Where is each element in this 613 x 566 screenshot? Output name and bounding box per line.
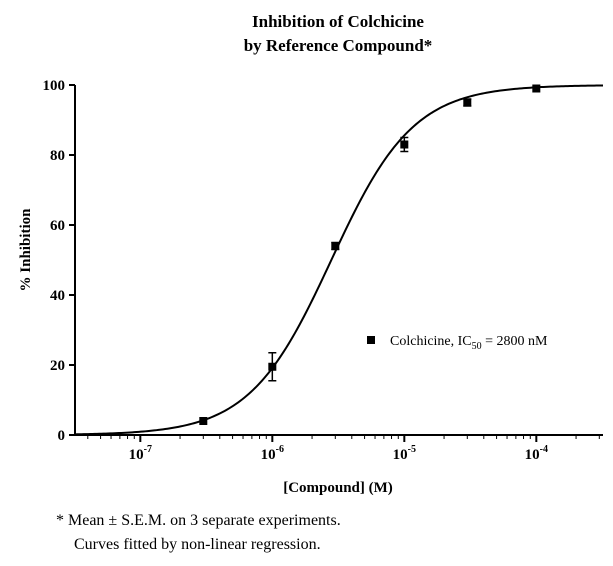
data-point — [199, 417, 208, 425]
x-tick-label-base: 10 — [393, 447, 408, 463]
legend-label-sub: 50 — [472, 341, 482, 352]
x-tick-label: 10-5 — [393, 444, 416, 463]
y-tick-label: 60 — [50, 218, 65, 234]
chart-title-line-1: Inhibition of Colchicine — [252, 12, 424, 31]
legend-label-suffix: = 2800 nM — [482, 334, 548, 349]
data-point — [331, 242, 340, 250]
fit-curve — [74, 84, 604, 436]
data-point — [268, 362, 277, 371]
y-tick-label: 100 — [43, 78, 66, 94]
y-tick-label: 40 — [50, 288, 65, 304]
x-tick-label-base: 10 — [129, 447, 144, 463]
y-tick-label: 80 — [50, 148, 65, 164]
y-axis-label: % Inhibition — [18, 208, 34, 292]
legend-label: Colchicine, IC50 = 2800 nM — [390, 334, 548, 352]
legend-marker — [367, 336, 375, 344]
x-tick-label-exp: -4 — [540, 444, 548, 455]
data-points-layer — [199, 84, 541, 425]
footnote-line-2: Curves fitted by non-linear regression. — [74, 536, 321, 553]
legend: Colchicine, IC50 = 2800 nM — [367, 334, 548, 352]
chart-title-line-2: by Reference Compound* — [244, 36, 433, 55]
fit-curve-layer — [74, 84, 604, 436]
x-tick-label: 10-6 — [261, 444, 284, 463]
x-tick-label-base: 10 — [525, 447, 540, 463]
x-tick-label-exp: -6 — [276, 444, 284, 455]
footnote-line-1: * Mean ± S.E.M. on 3 separate experiment… — [56, 512, 341, 529]
x-tick-label-exp: -5 — [408, 444, 416, 455]
data-point — [532, 84, 541, 93]
y-tick-label: 20 — [50, 358, 65, 374]
x-tick-label-exp: -7 — [144, 444, 152, 455]
y-tick-label: 0 — [58, 428, 66, 444]
x-tick-label: 10-4 — [525, 444, 548, 463]
data-point — [400, 140, 409, 149]
x-tick-label: 10-7 — [129, 444, 152, 463]
data-point — [463, 98, 472, 107]
legend-label-main: Colchicine, IC — [390, 334, 472, 349]
x-tick-label-base: 10 — [261, 447, 276, 463]
x-axis-label: [Compound] (M) — [283, 480, 393, 496]
